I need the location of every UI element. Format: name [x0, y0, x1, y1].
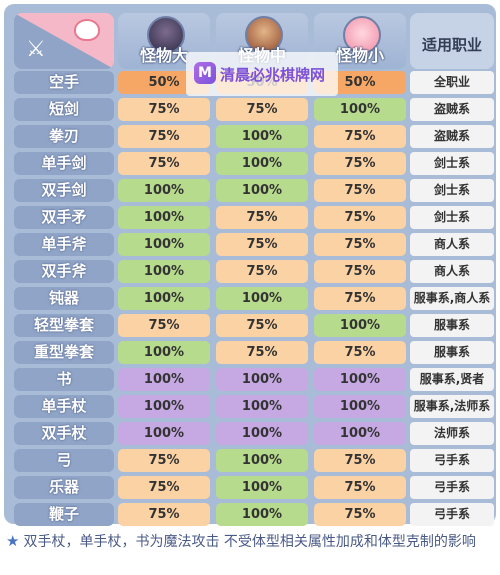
value-medium: 100%: [216, 422, 308, 445]
weapon-name: 双手剑: [14, 179, 114, 202]
header-job: 适用职业: [410, 13, 494, 69]
value-small: 100%: [314, 314, 406, 337]
value-medium: 75%: [216, 260, 308, 283]
value-large: 75%: [118, 152, 210, 175]
value-small: 75%: [314, 233, 406, 256]
job-class: 服事系: [410, 314, 494, 337]
weapon-name: 双手杖: [14, 422, 114, 445]
header-label: 适用职业: [421, 36, 482, 54]
weapon-name: 双手斧: [14, 260, 114, 283]
weapon-name: 短剑: [14, 98, 114, 121]
value-small: 75%: [314, 287, 406, 310]
weapon-name: 鞭子: [14, 503, 114, 526]
value-medium: 100%: [216, 503, 308, 526]
value-medium: 100%: [216, 125, 308, 148]
value-medium: 100%: [216, 179, 308, 202]
value-medium: 100%: [216, 152, 308, 175]
footnote: ★ 双手杖，单手杖，书为魔法攻击 不受体型相关属性加成和体型克制的影响: [6, 531, 486, 552]
value-large: 100%: [118, 206, 210, 229]
value-small: 75%: [314, 476, 406, 499]
job-class: 法师系: [410, 422, 494, 445]
value-small: 100%: [314, 395, 406, 418]
value-small: 100%: [314, 368, 406, 391]
value-large: 100%: [118, 422, 210, 445]
value-small: 75%: [314, 206, 406, 229]
value-large: 75%: [118, 314, 210, 337]
value-medium: 75%: [216, 98, 308, 121]
value-medium: 75%: [216, 314, 308, 337]
weapon-name: 乐器: [14, 476, 114, 499]
footnote-text: 双手杖，单手杖，书为魔法攻击 不受体型相关属性加成和体型克制的影响: [23, 534, 476, 550]
value-large: 100%: [118, 233, 210, 256]
crossed-swords-icon: ⚔: [26, 37, 46, 62]
job-class: 剑士系: [410, 206, 494, 229]
job-class: 全职业: [410, 71, 494, 94]
value-large: 100%: [118, 341, 210, 364]
header-label: 怪物大: [139, 46, 188, 65]
weapon-name: 钝器: [14, 287, 114, 310]
weapon-name: 弓: [14, 449, 114, 472]
value-large: 100%: [118, 395, 210, 418]
value-medium: 75%: [216, 341, 308, 364]
watermark: M 清晨必兆棋牌网: [186, 52, 338, 96]
value-large: 75%: [118, 449, 210, 472]
job-class: 服事系: [410, 341, 494, 364]
job-class: 剑士系: [410, 152, 494, 175]
value-medium: 75%: [216, 233, 308, 256]
value-small: 100%: [314, 98, 406, 121]
job-class: 弓手系: [410, 476, 494, 499]
value-large: 75%: [118, 98, 210, 121]
value-small: 75%: [314, 341, 406, 364]
watermark-text: 清晨必兆棋牌网: [220, 66, 326, 84]
value-medium: 100%: [216, 287, 308, 310]
value-large: 100%: [118, 260, 210, 283]
weapon-name: 单手剑: [14, 152, 114, 175]
value-large: 100%: [118, 179, 210, 202]
value-large: 100%: [118, 287, 210, 310]
value-medium: 100%: [216, 395, 308, 418]
value-small: 75%: [314, 260, 406, 283]
weapon-name: 拳刃: [14, 125, 114, 148]
slime-icon: [74, 19, 100, 41]
weapon-name: 空手: [14, 71, 114, 94]
job-class: 服事系,贤者: [410, 368, 494, 391]
monster-small-avatar: [343, 16, 381, 54]
job-class: 服事系,商人系: [410, 287, 494, 310]
weapon-name: 双手矛: [14, 206, 114, 229]
header-label: 怪物小: [335, 46, 384, 65]
job-class: 盗贼系: [410, 125, 494, 148]
star-icon: ★: [6, 532, 20, 550]
value-large: 75%: [118, 503, 210, 526]
job-class: 商人系: [410, 233, 494, 256]
job-class: 商人系: [410, 260, 494, 283]
weapon-name: 轻型拳套: [14, 314, 114, 337]
value-medium: 100%: [216, 368, 308, 391]
weapon-name: 单手斧: [14, 233, 114, 256]
value-large: 100%: [118, 368, 210, 391]
value-small: 75%: [314, 449, 406, 472]
job-class: 弓手系: [410, 503, 494, 526]
header-corner: ⚔: [14, 13, 114, 69]
value-medium: 100%: [216, 449, 308, 472]
value-small: 75%: [314, 125, 406, 148]
monster-large-avatar: [147, 16, 185, 54]
weapon-name: 重型拳套: [14, 341, 114, 364]
value-small: 100%: [314, 422, 406, 445]
weapon-name: 书: [14, 368, 114, 391]
value-medium: 100%: [216, 476, 308, 499]
job-class: 盗贼系: [410, 98, 494, 121]
value-small: 75%: [314, 152, 406, 175]
job-class: 服事系,法师系: [410, 395, 494, 418]
value-small: 75%: [314, 503, 406, 526]
job-class: 弓手系: [410, 449, 494, 472]
value-medium: 75%: [216, 206, 308, 229]
value-large: 75%: [118, 125, 210, 148]
value-large: 75%: [118, 476, 210, 499]
app-logo-icon: M: [194, 62, 216, 84]
value-small: 75%: [314, 179, 406, 202]
job-class: 剑士系: [410, 179, 494, 202]
weapon-name: 单手杖: [14, 395, 114, 418]
